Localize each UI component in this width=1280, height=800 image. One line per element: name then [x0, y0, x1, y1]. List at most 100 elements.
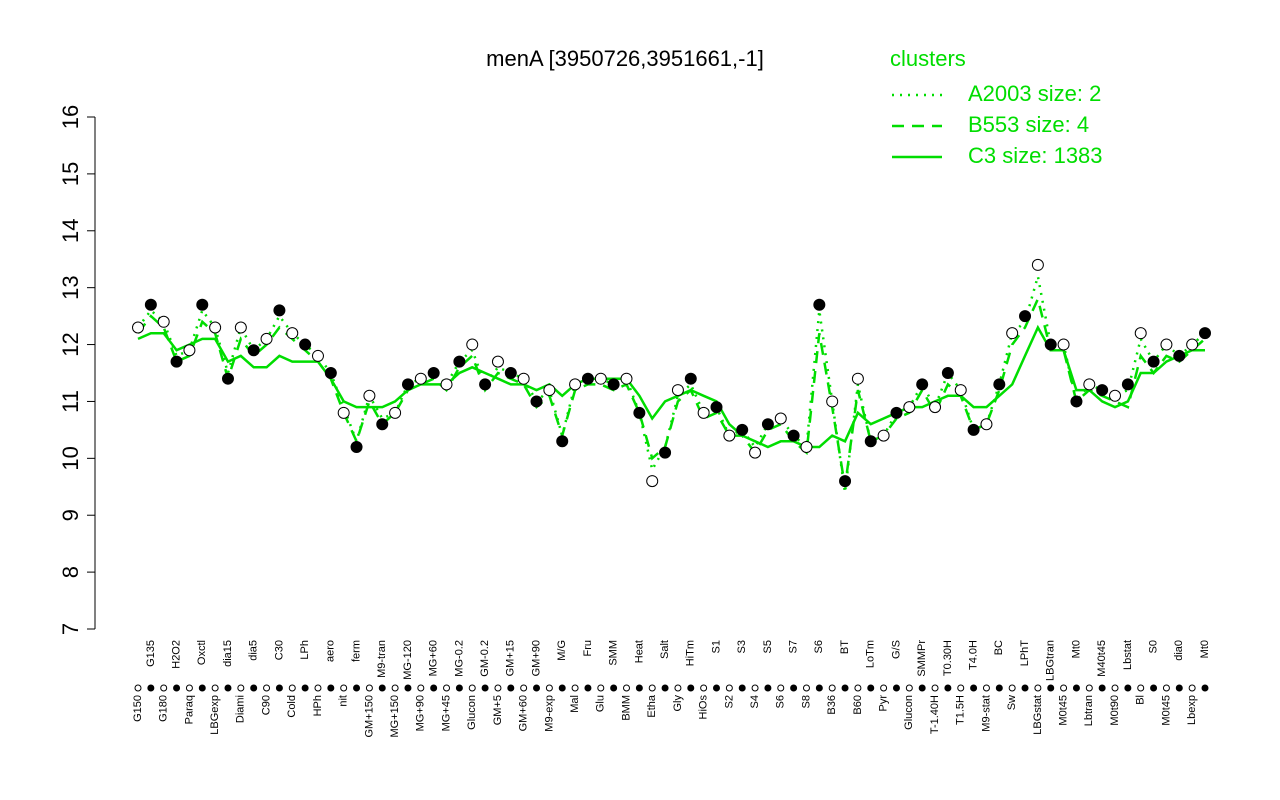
category-marker: [1008, 684, 1016, 692]
category-marker: [1111, 684, 1119, 692]
data-point: [1173, 349, 1186, 362]
category-marker: [1162, 684, 1170, 692]
data-point: [504, 367, 517, 379]
data-point: [273, 304, 286, 317]
data-point: [684, 372, 697, 385]
category-marker: [700, 684, 708, 692]
x-tick-label: GM+60: [518, 695, 530, 731]
category-marker: [648, 684, 656, 692]
category-marker: [533, 684, 541, 692]
x-tick-label: GM-0.2: [479, 640, 491, 677]
data-point: [1147, 355, 1160, 368]
data-point: [221, 372, 234, 385]
category-marker: [584, 684, 592, 692]
category-marker: [288, 684, 296, 692]
x-tick-label: Glucon: [466, 695, 478, 730]
x-tick-label: GM+15: [505, 640, 517, 676]
data-point: [324, 367, 337, 379]
x-tick-label: G135: [145, 640, 157, 667]
category-marker: [558, 684, 566, 692]
data-point: [761, 418, 774, 431]
category-marker: [134, 684, 142, 692]
x-tick-label: Lbtran: [1083, 695, 1095, 726]
data-point: [890, 406, 903, 419]
x-tick-label: Gly: [672, 695, 684, 712]
data-point: [851, 372, 864, 385]
data-point: [1057, 338, 1070, 351]
data-point: [543, 384, 556, 397]
category-marker: [198, 684, 206, 692]
x-tick-label: Diami: [235, 695, 247, 723]
data-point: [144, 298, 157, 311]
data-point: [954, 384, 967, 397]
x-tick-label: M0t45: [1057, 695, 1069, 726]
x-tick-label: SMMPr: [916, 640, 928, 677]
data-point: [376, 418, 389, 431]
x-tick-label: MG+60: [428, 640, 440, 676]
category-marker: [610, 684, 618, 692]
category-marker: [790, 684, 798, 692]
category-marker: [944, 684, 952, 692]
x-tick-label: BC: [993, 640, 1005, 655]
x-tick-label: S4: [749, 695, 761, 708]
data-point: [646, 475, 659, 488]
x-tick-label: G150: [132, 695, 144, 722]
category-marker: [970, 684, 978, 692]
category-marker: [661, 684, 669, 692]
x-tick-label: M0t45: [1160, 695, 1172, 726]
data-point: [247, 344, 260, 357]
legend-label: A2003 size: 2: [968, 81, 1101, 106]
data-point: [311, 349, 324, 362]
category-marker: [1124, 684, 1132, 692]
x-tick-label: C90: [260, 695, 272, 715]
x-tick-label: MG+90: [415, 695, 427, 731]
x-tick-label: dia0: [1173, 640, 1185, 661]
category-marker: [327, 684, 335, 692]
data-point: [749, 446, 762, 459]
category-marker: [571, 684, 579, 692]
data-point: [389, 406, 402, 419]
category-marker: [1060, 684, 1068, 692]
category-marker: [1137, 684, 1145, 692]
data-point: [1083, 378, 1096, 391]
x-tick-label: GM+150: [363, 695, 375, 738]
category-marker: [365, 684, 373, 692]
x-tick-label: Sw: [1006, 695, 1018, 710]
data-point: [350, 440, 363, 453]
x-tick-label: M/G: [556, 640, 568, 661]
data-point: [299, 338, 312, 351]
category-marker: [777, 684, 785, 692]
x-tick-label: S3: [736, 640, 748, 653]
x-tick-label: HiTm: [685, 640, 697, 666]
data-point: [903, 401, 916, 414]
category-marker: [674, 684, 682, 692]
x-tick-label: Pyr: [878, 695, 890, 712]
category-marker: [905, 684, 913, 692]
x-tick-label: BMM: [620, 695, 632, 721]
category-marker: [892, 684, 900, 692]
data-point: [1096, 384, 1109, 397]
x-tick-label: Lbstat: [1122, 640, 1134, 670]
x-tick-label: MG+45: [440, 695, 452, 731]
data-point: [569, 378, 582, 391]
x-tick-label: T1.5H: [955, 695, 967, 725]
data-point: [183, 344, 196, 357]
data-point: [1006, 327, 1019, 340]
category-marker: [597, 684, 605, 692]
x-tick-label: LPh: [299, 640, 311, 660]
data-point: [209, 321, 222, 334]
x-tick-label: S6: [813, 640, 825, 653]
x-tick-label: M9-stat: [980, 695, 992, 732]
legend-label: C3 size: 1383: [968, 143, 1103, 168]
x-tick-label: dia5: [248, 640, 260, 661]
x-tick-label: ferm: [350, 640, 362, 662]
category-marker: [751, 684, 759, 692]
category-marker: [391, 684, 399, 692]
legend-label: B553 size: 4: [968, 112, 1089, 137]
y-tick-label: 15: [58, 162, 83, 186]
x-tick-label: T4.0H: [968, 640, 980, 670]
category-marker: [147, 684, 155, 692]
category-marker: [520, 684, 528, 692]
x-tick-label: SMM: [608, 640, 620, 666]
